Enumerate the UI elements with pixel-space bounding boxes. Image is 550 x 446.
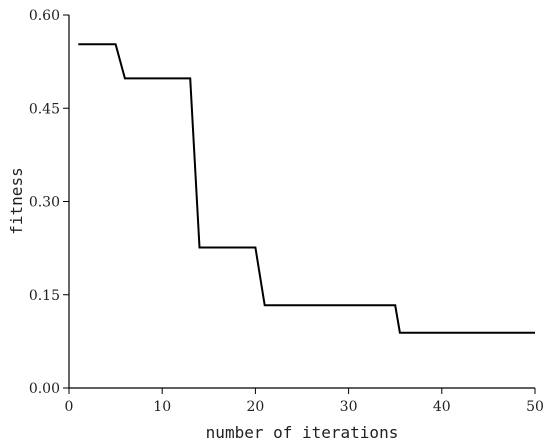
y-tick-label: 0.30 xyxy=(29,195,60,211)
y-tick-label: 0.15 xyxy=(29,288,60,304)
series-group xyxy=(78,43,535,334)
x-tick-label: 40 xyxy=(433,399,451,415)
y-ticks: 0.00 0.15 0.30 0.45 0.60 xyxy=(29,8,69,397)
x-ticks: 0 10 20 30 40 50 xyxy=(65,388,544,415)
fitness-series-line xyxy=(78,43,535,334)
x-tick-label: 50 xyxy=(526,399,544,415)
x-tick-label: 0 xyxy=(65,399,74,415)
y-tick-label: 0.60 xyxy=(29,8,60,24)
y-axis-title: fitness xyxy=(7,167,26,234)
x-tick-label: 10 xyxy=(153,399,171,415)
y-tick-label: 0.45 xyxy=(29,101,60,117)
x-tick-label: 30 xyxy=(340,399,358,415)
x-axis-title: number of iterations xyxy=(206,423,399,442)
y-tick-label: 0.00 xyxy=(29,381,60,397)
x-tick-label: 20 xyxy=(246,399,264,415)
